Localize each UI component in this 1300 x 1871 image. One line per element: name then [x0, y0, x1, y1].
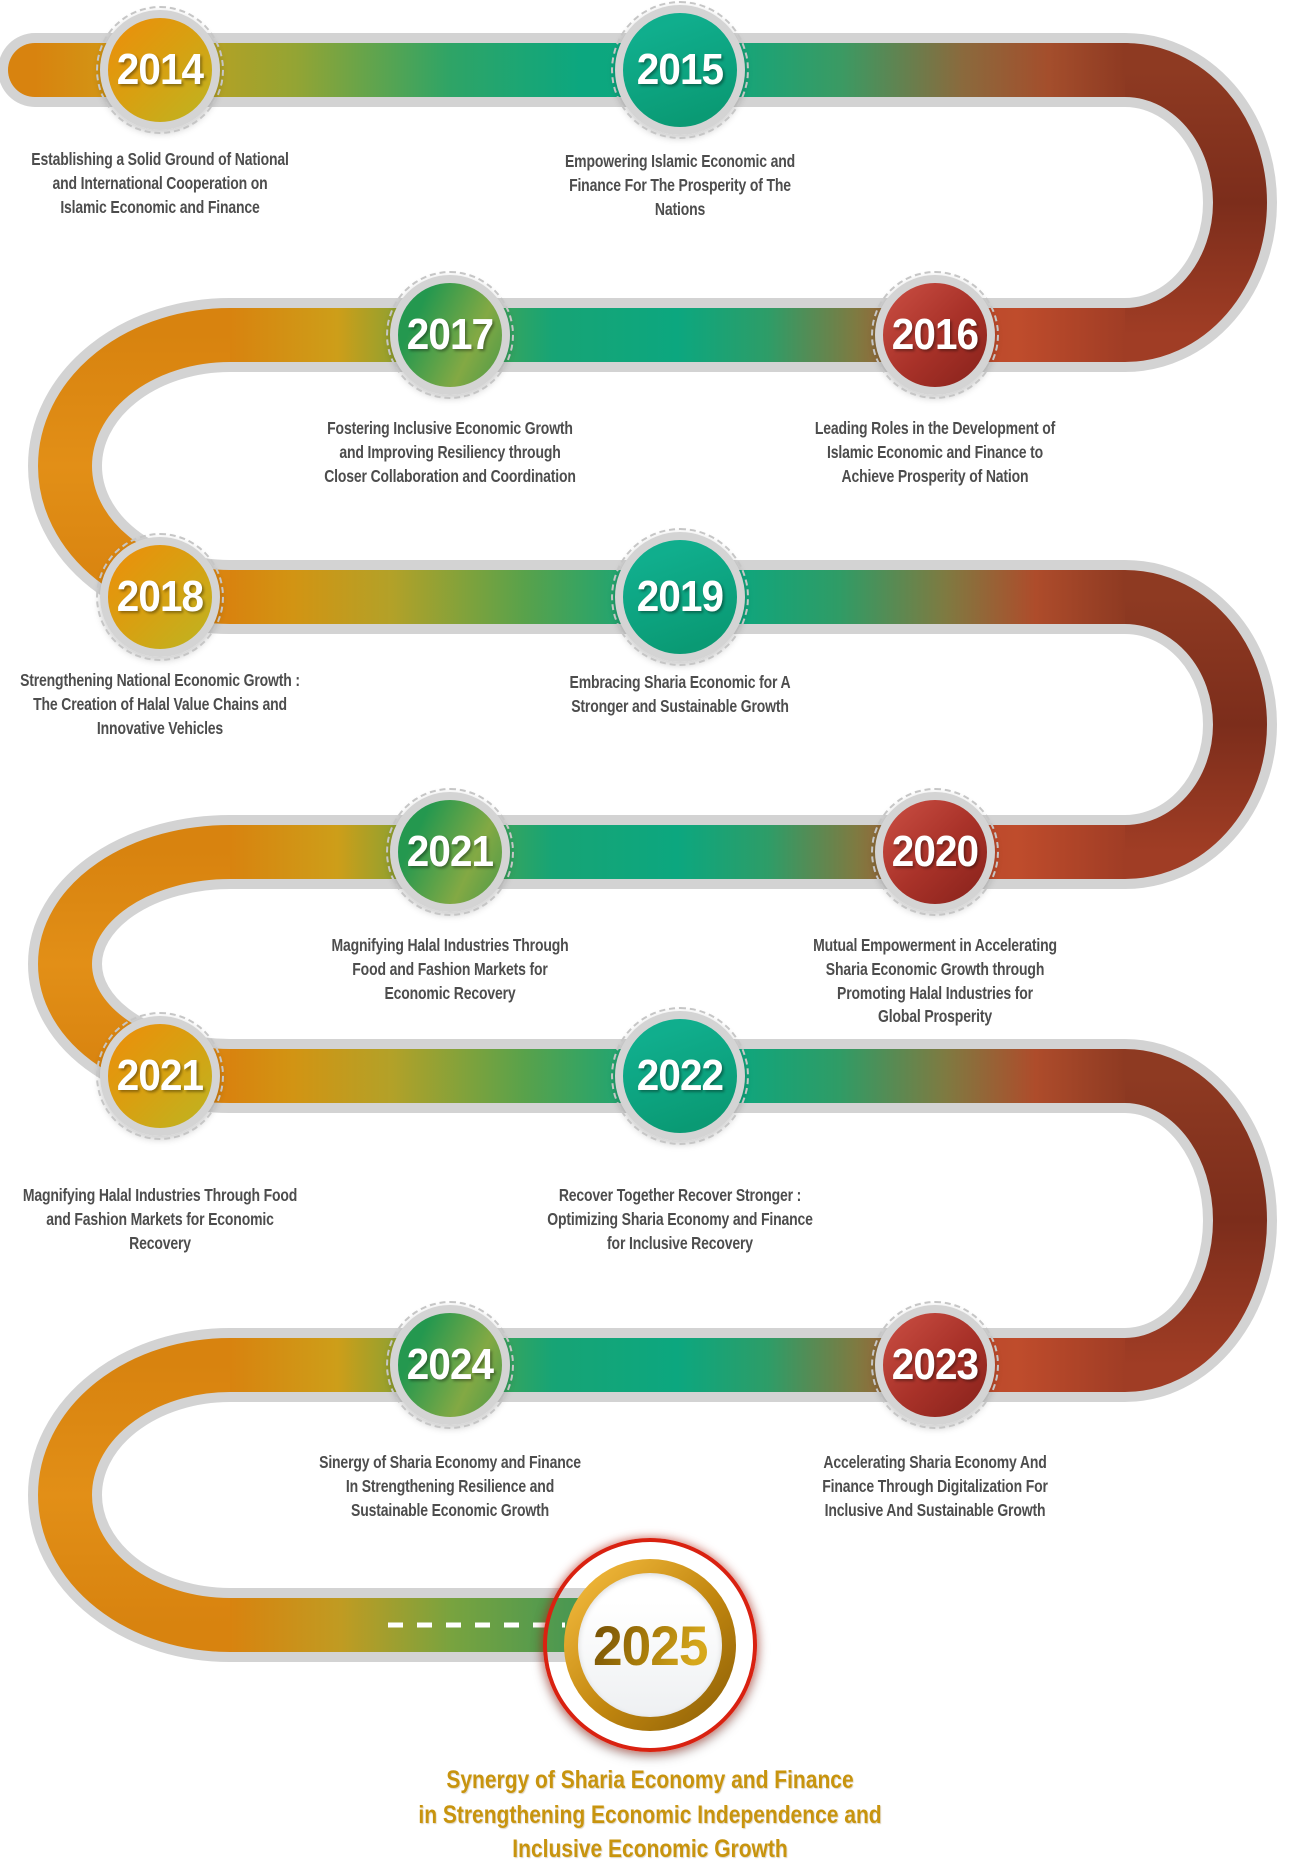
milestone-2020-year: 2020 [891, 827, 979, 876]
milestone-2019-description: Embracing Sharia Economic for A Stronger… [569, 672, 791, 716]
milestone-2017-year: 2017 [406, 310, 494, 359]
milestone-2024-year: 2024 [406, 1340, 494, 1389]
milestone-2019-year: 2019 [636, 572, 724, 621]
milestone-2018-description: Strengthening National Economic Growth :… [20, 670, 300, 738]
milestone-2014-description: Establishing a Solid Ground of National … [31, 149, 289, 217]
milestone-2014-badge: 2014 [96, 6, 224, 134]
milestone-2021-a-description: Magnifying Halal Industries Through Food… [331, 935, 569, 1003]
milestone-2021-b-description: Magnifying Halal Industries Through Food… [22, 1185, 298, 1253]
milestone-2019-badge: 2019 [611, 528, 749, 666]
milestone-2021-a-badge: 2021 [386, 788, 514, 916]
milestone-2023-year: 2023 [891, 1340, 979, 1389]
milestone-2018-year: 2018 [116, 572, 204, 621]
milestone-2016-description: Leading Roles in the Development of Isla… [814, 418, 1056, 486]
milestone-2022-year: 2022 [636, 1051, 724, 1100]
milestone-2022-description: Recover Together Recover Stronger : Opti… [547, 1185, 813, 1253]
milestone-2015-description: Empowering Islamic Economic and Finance … [565, 151, 795, 219]
milestone-2015-badge: 2015 [611, 1, 749, 139]
milestone-2016-badge: 2016 [871, 271, 999, 399]
milestone-2025-description: Synergy of Sharia Economy and Finance in… [418, 1766, 882, 1863]
milestone-2025-inner-circle: 2025 [578, 1573, 722, 1717]
milestone-2020-description: Mutual Empowerment in Accelerating Shari… [813, 935, 1057, 1027]
milestone-2025-badge: 2025 [543, 1538, 757, 1752]
milestone-2025-year: 2025 [592, 1613, 708, 1677]
milestone-2024-badge: 2024 [386, 1301, 514, 1429]
milestone-2021-b-badge: 2021 [96, 1012, 224, 1140]
milestone-2015-year: 2015 [636, 45, 724, 94]
milestone-2020-badge: 2020 [871, 788, 999, 916]
milestone-2021-a-year: 2021 [406, 827, 494, 876]
milestone-2021-b-year: 2021 [116, 1051, 204, 1100]
milestone-2018-badge: 2018 [96, 533, 224, 661]
milestone-2014-year: 2014 [116, 45, 204, 94]
milestone-2023-badge: 2023 [871, 1301, 999, 1429]
milestone-2022-badge: 2022 [611, 1007, 749, 1145]
milestone-2024-description: Sinergy of Sharia Economy and Finance In… [319, 1452, 581, 1520]
milestone-2016-year: 2016 [891, 310, 979, 359]
milestone-2017-description: Fostering Inclusive Economic Growth and … [324, 418, 576, 486]
milestone-2025-gold-ring: 2025 [564, 1559, 736, 1731]
milestone-2017-badge: 2017 [386, 271, 514, 399]
milestone-2023-description: Accelerating Sharia Economy And Finance … [822, 1452, 1048, 1520]
